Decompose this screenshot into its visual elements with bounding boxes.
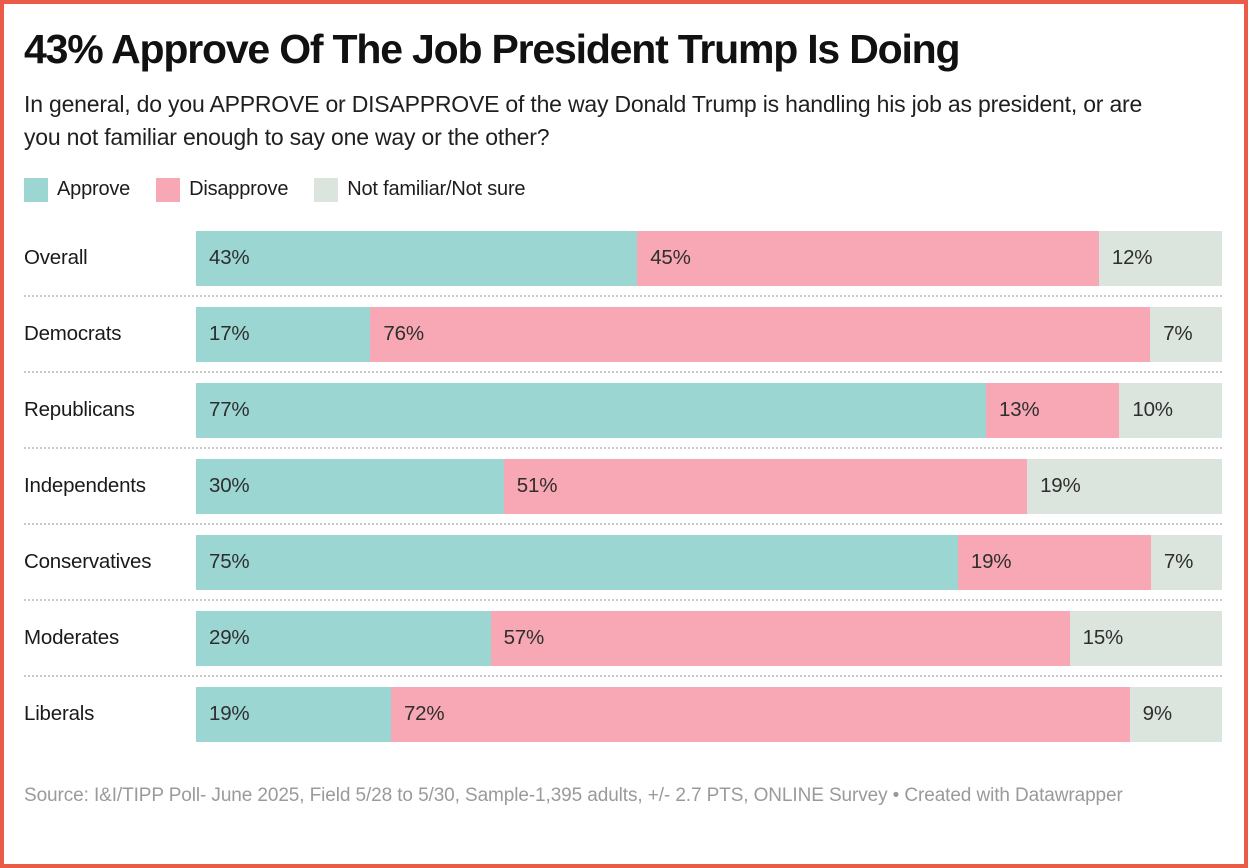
bar-value-label: 10% (1132, 398, 1173, 422)
legend-swatch-disapprove (156, 177, 181, 202)
bar-row: Moderates 29% 57% 15% (24, 610, 1222, 666)
bar-segment-approve: 17% (196, 306, 371, 362)
bar-value-label: 51% (516, 474, 558, 498)
bar-stack: 43% 45% 12% (196, 230, 1223, 286)
chart-subtitle: In general, do you APPROVE or DISAPPROVE… (24, 91, 1143, 151)
bar-segment-disapprove: 76% (370, 306, 1151, 362)
bar-row: Republicans 77% 13% 10% (24, 382, 1222, 438)
bar-value-label: 30% (209, 474, 250, 498)
bar-segment-not-familiar-not-sure: 19% (1027, 458, 1222, 514)
bar-row: Overall 43% 45% 12% (24, 230, 1223, 286)
bar-row: Democrats 17% 76% 7% (24, 306, 1222, 362)
bar-value-label: 17% (209, 322, 250, 346)
row-label: Moderates (24, 626, 120, 650)
legend-item-not-familiar: Not familiar/Not sure (314, 177, 526, 202)
bar-segment-not-familiar-not-sure: 7% (1150, 306, 1222, 362)
bar-value-label: 7% (1163, 550, 1194, 574)
bar-value-label: 77% (209, 398, 250, 422)
legend-swatch-not-familiar (314, 177, 339, 202)
source-note: Source: I&I/TIPP Poll- June 2025, Field … (24, 784, 1123, 806)
bar-value-label: 57% (503, 626, 545, 650)
bar-value-label: 75% (209, 550, 250, 574)
bar-segment-approve: 19% (196, 686, 391, 742)
bar-segment-disapprove: 57% (490, 610, 1070, 666)
row-separator (24, 370, 1222, 373)
row-separator (24, 674, 1222, 677)
row-label: Republicans (24, 398, 135, 422)
bar-segment-not-familiar-not-sure: 15% (1069, 610, 1222, 666)
bar-segment-not-familiar-not-sure: 9% (1129, 686, 1222, 742)
bar-value-label: 13% (999, 398, 1040, 422)
bar-segment-disapprove: 45% (637, 230, 1099, 286)
bar-value-label: 19% (970, 550, 1012, 574)
bar-segment-approve: 75% (196, 534, 958, 590)
bar-stack: 17% 76% 7% (196, 306, 1222, 362)
bar-value-label: 29% (209, 626, 250, 650)
bar-segment-approve: 43% (196, 230, 638, 286)
bar-value-label: 76% (383, 322, 424, 346)
bar-value-label: 15% (1082, 626, 1124, 650)
bar-segment-disapprove: 13% (986, 382, 1120, 438)
bar-stack: 19% 72% 9% (196, 686, 1222, 742)
row-label: Conservatives (24, 550, 152, 574)
bar-row: Independents 30% 51% 19% (24, 458, 1222, 514)
row-separator (24, 294, 1222, 297)
bar-stack: 30% 51% 19% (196, 458, 1222, 514)
bar-stack: 75% 19% 7% (196, 534, 1222, 590)
row-label: Overall (24, 246, 88, 270)
legend-item-approve: Approve (24, 177, 131, 202)
bar-segment-not-familiar-not-sure: 10% (1119, 382, 1222, 438)
bar-value-label: 72% (403, 702, 445, 726)
bar-segment-approve: 30% (196, 458, 504, 514)
bar-value-label: 7% (1163, 322, 1193, 346)
bar-value-label: 19% (209, 702, 250, 726)
legend-swatch-approve (24, 177, 48, 202)
bar-segment-disapprove: 72% (390, 686, 1130, 742)
bar-value-label: 19% (1040, 474, 1081, 498)
bar-segment-not-familiar-not-sure: 12% (1098, 230, 1223, 286)
bar-segment-not-familiar-not-sure: 7% (1150, 534, 1222, 590)
bar-value-label: 45% (650, 246, 691, 270)
bar-stack: 29% 57% 15% (196, 610, 1222, 666)
row-separator (24, 446, 1222, 449)
bar-row: Liberals 19% 72% 9% (24, 686, 1222, 742)
bar-stack: 77% 13% 10% (196, 382, 1222, 438)
bar-segment-approve: 77% (196, 382, 987, 438)
legend-label-disapprove: Disapprove (189, 178, 289, 201)
bar-value-label: 9% (1142, 702, 1172, 726)
row-label: Liberals (24, 702, 95, 726)
legend-item-disapprove: Disapprove (156, 177, 289, 202)
bar-segment-disapprove: 51% (503, 458, 1028, 514)
legend-label-not-familiar: Not familiar/Not sure (347, 178, 526, 201)
bar-row: Conservatives 75% 19% 7% (24, 534, 1222, 590)
bar-value-label: 12% (1111, 246, 1153, 270)
stacked-bar-chart: Overall 43% 45% 12% Democrats 17% 76% 7% Republi… (24, 230, 1223, 742)
chart-title: 43% Approve Of The Job President Trump I… (24, 26, 961, 72)
row-separator (24, 522, 1222, 525)
legend-label-approve: Approve (57, 178, 131, 201)
row-separator (24, 598, 1222, 601)
legend: Approve Disapprove Not familiar/Not sure (24, 177, 1222, 202)
bar-segment-approve: 29% (196, 610, 491, 666)
row-label: Democrats (24, 322, 122, 346)
row-label: Independents (24, 474, 146, 498)
bar-segment-disapprove: 19% (957, 534, 1151, 590)
bar-value-label: 43% (209, 246, 250, 270)
